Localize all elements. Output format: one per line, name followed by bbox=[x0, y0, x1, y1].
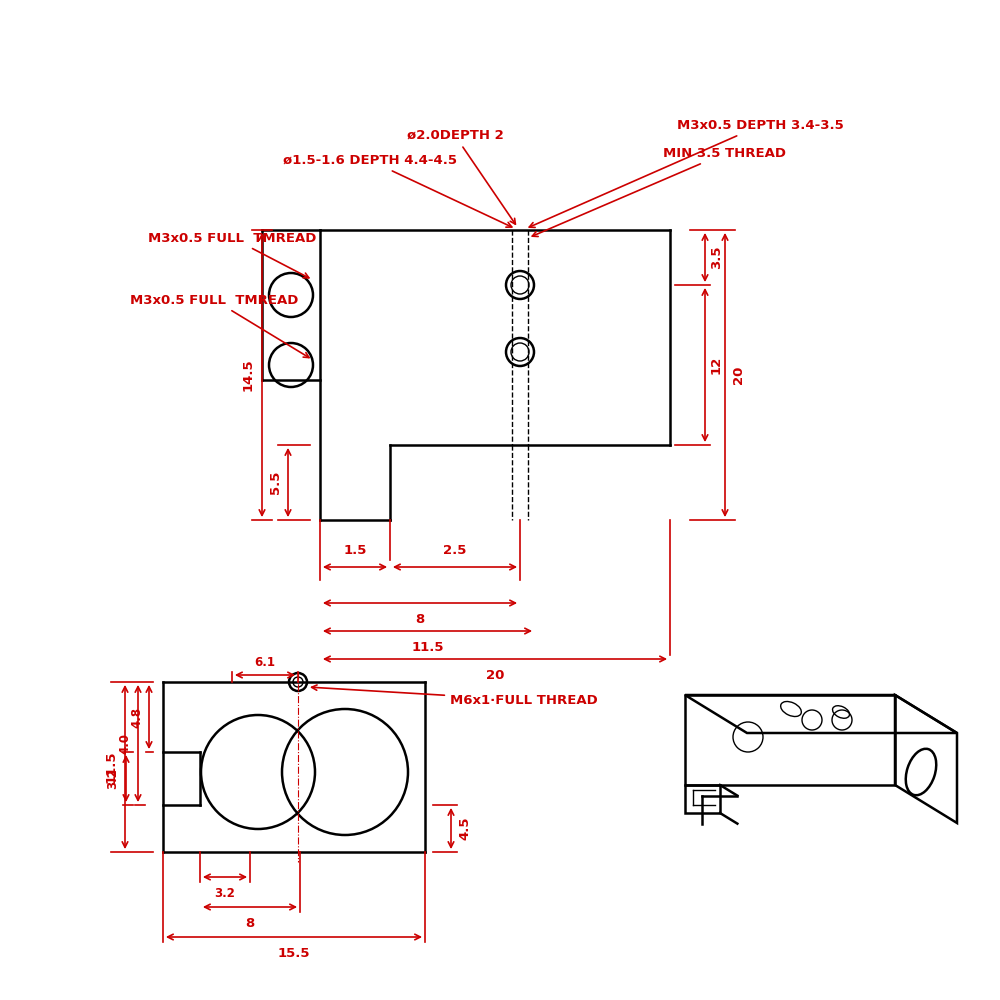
Text: 3.2: 3.2 bbox=[106, 768, 119, 789]
Text: 4.5: 4.5 bbox=[458, 817, 471, 840]
Text: 14.5: 14.5 bbox=[242, 359, 255, 391]
Text: M6x1·FULL THREAD: M6x1·FULL THREAD bbox=[312, 685, 598, 706]
Text: 2.5: 2.5 bbox=[443, 544, 467, 557]
Text: 5.5: 5.5 bbox=[269, 471, 282, 494]
Text: 12: 12 bbox=[710, 356, 723, 374]
Text: 20: 20 bbox=[486, 669, 504, 682]
Text: ø1.5-1.6 DEPTH 4.4-4.5: ø1.5-1.6 DEPTH 4.4-4.5 bbox=[283, 154, 512, 227]
Text: 3.5: 3.5 bbox=[710, 246, 723, 269]
Text: 8: 8 bbox=[415, 613, 425, 626]
Text: 20: 20 bbox=[732, 366, 745, 384]
Text: 4.8: 4.8 bbox=[130, 706, 143, 728]
Text: M3x0.5 FULL  TMREAD: M3x0.5 FULL TMREAD bbox=[130, 294, 309, 358]
Text: MIN 3.5 THREAD: MIN 3.5 THREAD bbox=[532, 147, 786, 237]
Text: 8: 8 bbox=[245, 917, 255, 930]
Text: 15.5: 15.5 bbox=[278, 947, 310, 960]
Text: 6.1: 6.1 bbox=[254, 656, 276, 669]
Text: ø2.0DEPTH 2: ø2.0DEPTH 2 bbox=[407, 129, 515, 224]
Text: M3x0.5 FULL  TMREAD: M3x0.5 FULL TMREAD bbox=[148, 232, 316, 278]
Text: M3x0.5 DEPTH 3.4-3.5: M3x0.5 DEPTH 3.4-3.5 bbox=[529, 119, 844, 227]
Text: 11.5: 11.5 bbox=[105, 751, 118, 783]
Text: 1.5: 1.5 bbox=[343, 544, 367, 557]
Text: 4.0: 4.0 bbox=[118, 733, 131, 754]
Text: 11.5: 11.5 bbox=[411, 641, 444, 654]
Text: 3.2: 3.2 bbox=[215, 887, 235, 900]
